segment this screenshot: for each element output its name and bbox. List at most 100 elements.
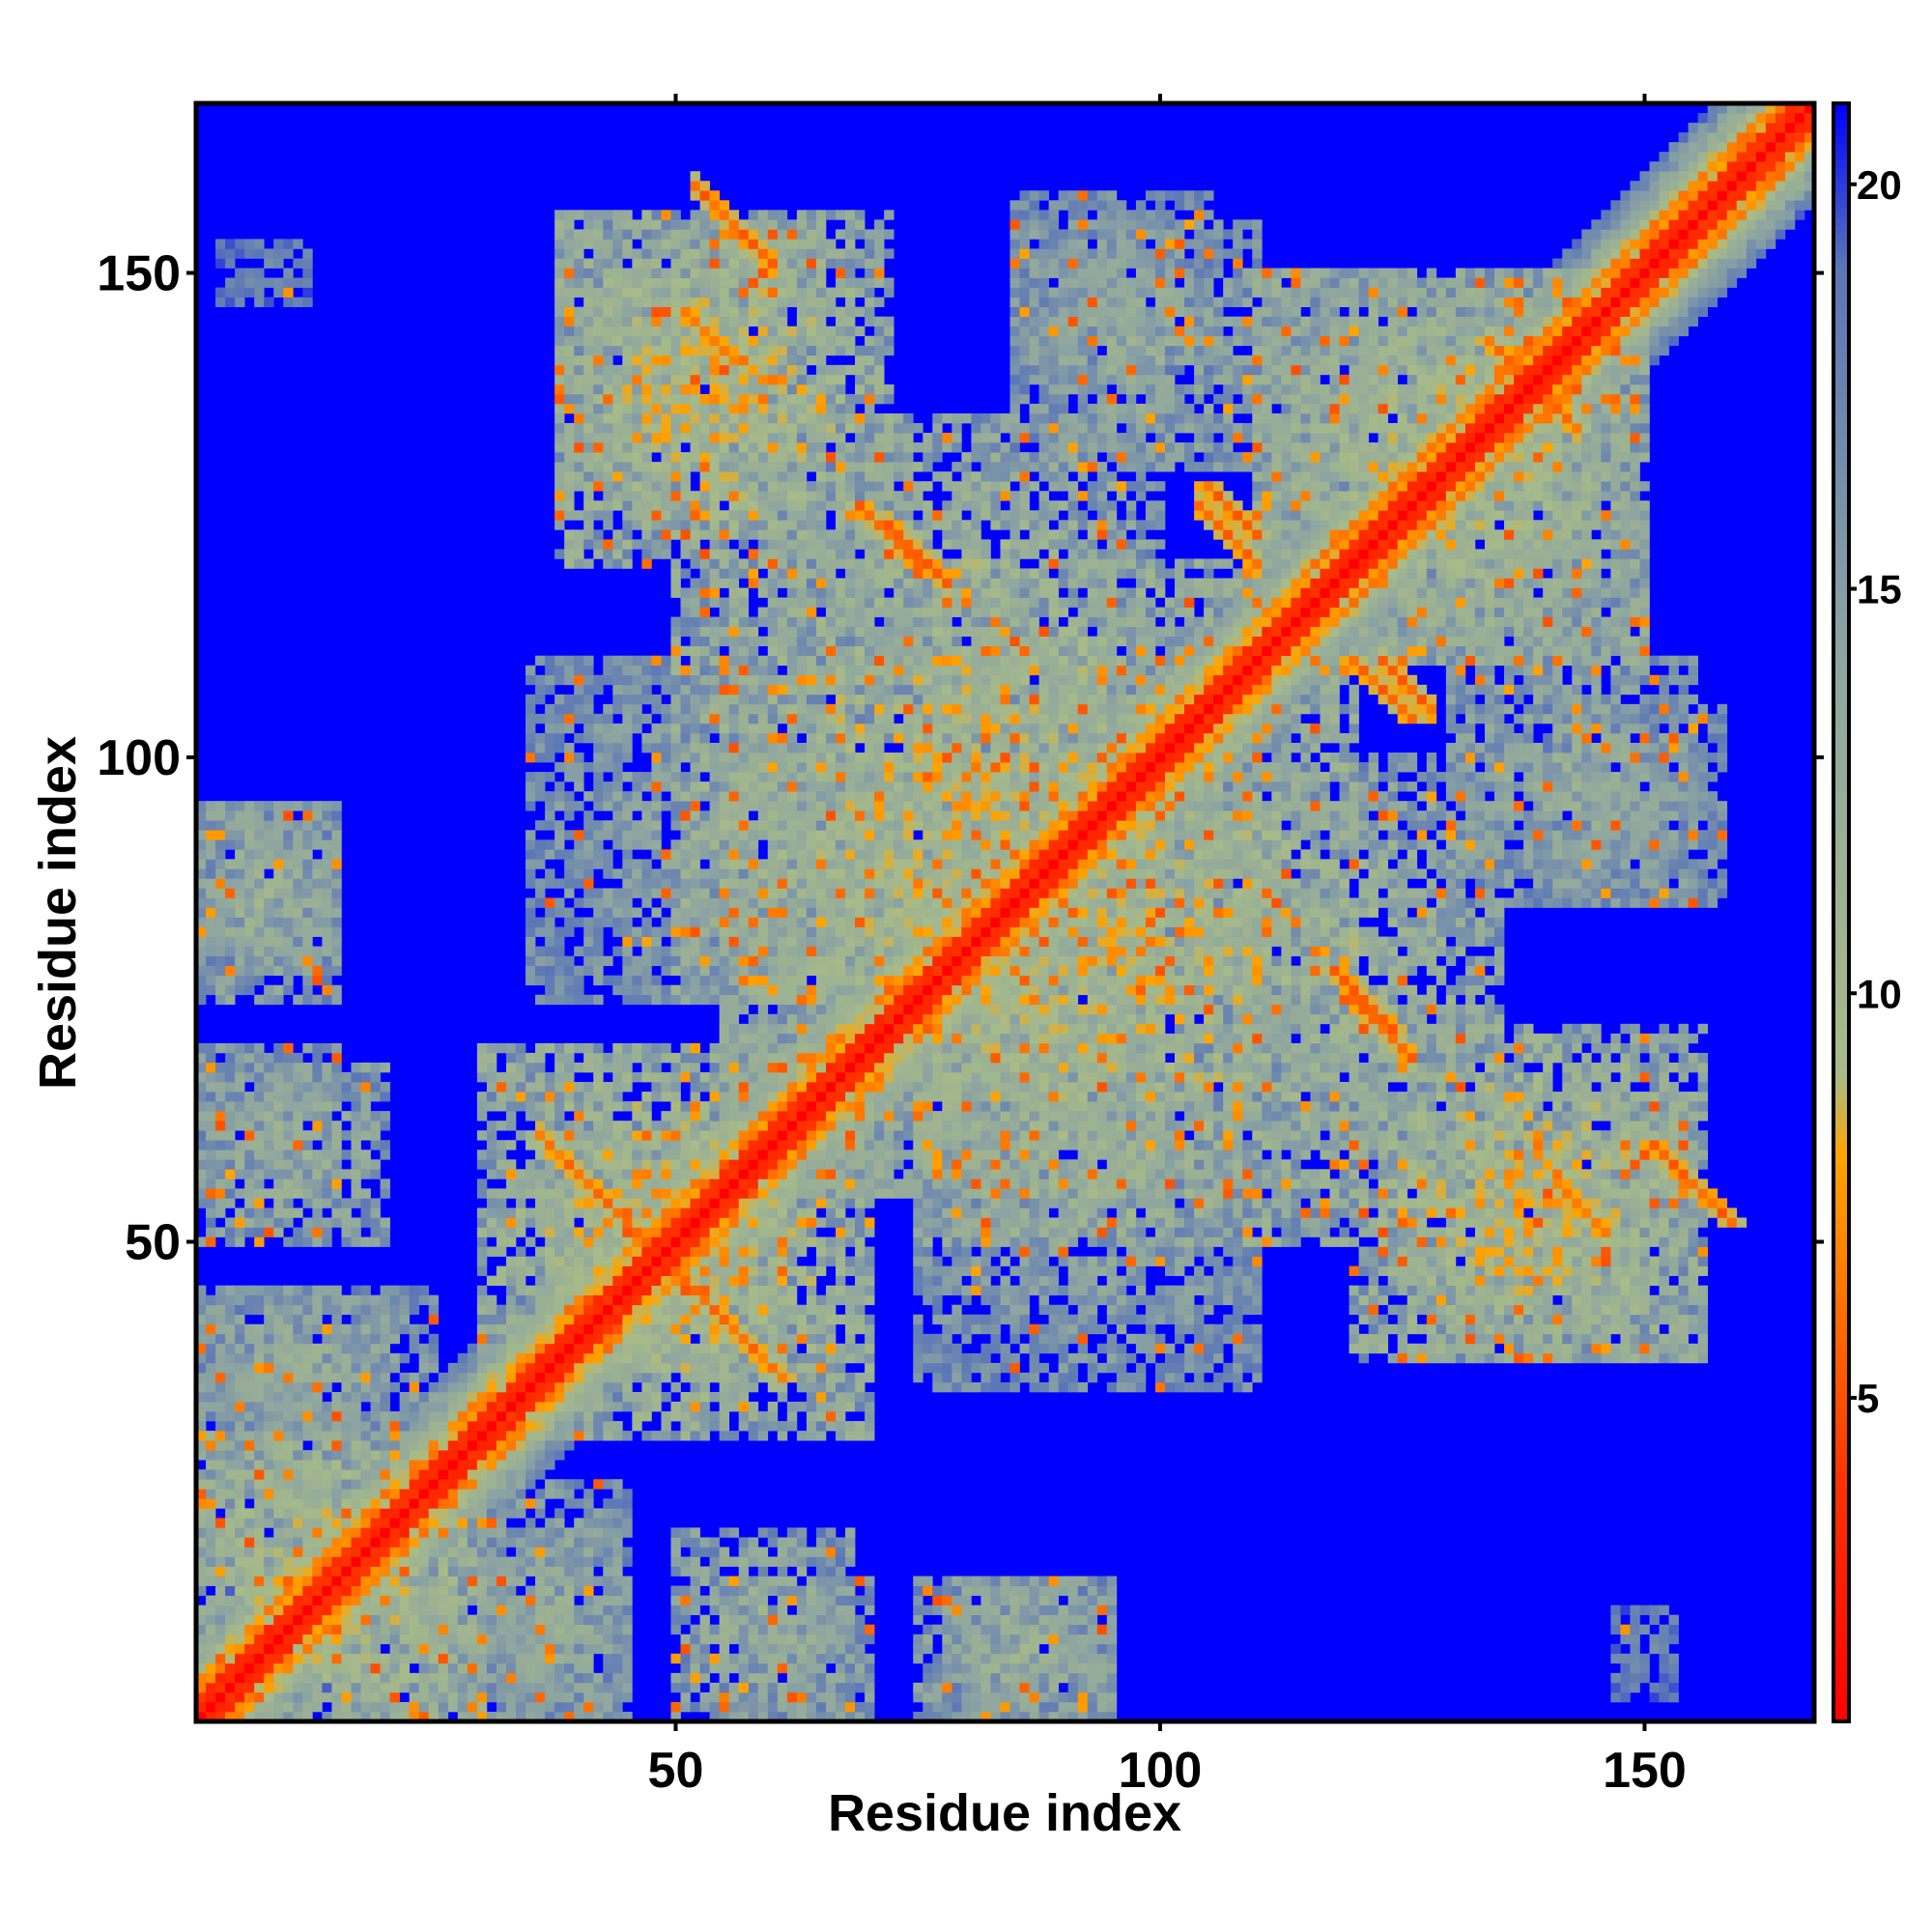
heatmap-cell: [206, 1179, 216, 1189]
heatmap-cell: [273, 888, 284, 898]
heatmap-cell: [670, 674, 681, 686]
heatmap-cell: [554, 1556, 565, 1567]
heatmap-cell: [196, 1285, 207, 1296]
heatmap-cell: [215, 888, 226, 898]
heatmap-cell: [622, 994, 633, 1006]
heatmap-cell: [661, 403, 671, 414]
heatmap-cell: [719, 926, 729, 937]
heatmap-cell: [225, 878, 236, 889]
heatmap-cell: [254, 1595, 265, 1605]
heatmap-cell: [661, 1391, 671, 1403]
heatmap-cell: [593, 239, 604, 249]
heatmap-cell: [206, 1362, 216, 1374]
heatmap-cell: [564, 1285, 575, 1296]
heatmap-cell: [564, 1624, 575, 1635]
heatmap-cell: [254, 297, 265, 307]
heatmap-cell: [622, 1527, 633, 1538]
heatmap-cell: [583, 442, 594, 453]
heatmap-cell: [738, 1381, 750, 1393]
heatmap-cell: [293, 1624, 303, 1635]
heatmap-cell: [535, 1701, 546, 1713]
heatmap-cell: [709, 1547, 720, 1557]
heatmap-cell: [283, 1314, 294, 1325]
heatmap-cell: [574, 975, 584, 986]
heatmap-cell: [670, 1294, 681, 1306]
heatmap-cell: [196, 1121, 207, 1131]
heatmap-cell: [641, 839, 652, 850]
heatmap-cell: [312, 1198, 323, 1208]
heatmap-cell: [535, 1121, 546, 1131]
heatmap-cell: [457, 1518, 469, 1528]
heatmap-cell: [457, 1662, 469, 1674]
heatmap-cell: [632, 723, 642, 734]
heatmap-cell: [719, 306, 729, 318]
heatmap-cell: [728, 791, 740, 802]
heatmap-cell: [641, 297, 652, 307]
heatmap-cell: [244, 1159, 255, 1170]
heatmap-cell: [612, 1285, 623, 1296]
heatmap-cell: [651, 229, 662, 240]
heatmap-cell: [476, 1256, 488, 1266]
heatmap-cell: [680, 907, 691, 918]
heatmap-cell: [622, 907, 633, 918]
heatmap-cell: [273, 1323, 284, 1335]
heatmap-cell: [438, 1691, 449, 1703]
heatmap-cell: [196, 1431, 207, 1441]
heatmap-cell: [612, 984, 623, 996]
heatmap-cell: [360, 1450, 371, 1461]
heatmap-cell: [380, 1227, 390, 1237]
heatmap-cell: [196, 1381, 207, 1393]
heatmap-cell: [583, 1101, 594, 1112]
heatmap-cell: [670, 810, 681, 821]
heatmap-cell: [196, 1440, 207, 1451]
heatmap-cell: [603, 442, 613, 453]
heatmap-cell: [622, 442, 633, 453]
heatmap-cell: [612, 655, 623, 667]
heatmap-cell: [196, 1469, 207, 1480]
heatmap-cell: [622, 665, 633, 676]
heatmap-cell: [612, 1614, 623, 1626]
heatmap-cell: [612, 491, 623, 501]
heatmap-cell: [283, 1372, 294, 1383]
heatmap-cell: [360, 1469, 371, 1480]
heatmap-cell: [699, 888, 710, 898]
heatmap-cell: [254, 946, 265, 956]
heatmap-cell: [622, 364, 633, 376]
heatmap-cell: [302, 1323, 313, 1335]
heatmap-cell: [632, 462, 642, 472]
heatmap-cell: [196, 1479, 207, 1490]
heatmap-cell: [574, 849, 584, 860]
heatmap-cell: [690, 955, 700, 967]
heatmap-cell: [380, 1402, 390, 1412]
heatmap-cell: [399, 1662, 411, 1674]
heatmap-cell: [699, 1431, 710, 1441]
heatmap-cell: [719, 1208, 729, 1218]
heatmap-cell: [206, 830, 216, 840]
heatmap-cell: [651, 946, 662, 956]
heatmap-cell: [351, 1236, 361, 1247]
heatmap-cell: [728, 1343, 740, 1354]
heatmap-cell: [370, 1566, 381, 1577]
heatmap-cell: [535, 1304, 546, 1316]
heatmap-cell: [680, 1556, 691, 1567]
heatmap-cell: [341, 1440, 352, 1451]
heatmap-cell: [476, 1150, 488, 1160]
heatmap-cell: [699, 1246, 710, 1257]
heatmap-cell: [215, 1662, 226, 1674]
heatmap-cell: [622, 1489, 633, 1499]
heatmap-cell: [225, 1489, 236, 1499]
heatmap-cell: [564, 1498, 575, 1509]
heatmap-cell: [515, 1042, 526, 1054]
heatmap-cell: [505, 1062, 517, 1073]
heatmap-cell: [341, 1391, 352, 1403]
heatmap-cell: [670, 1111, 681, 1122]
heatmap-cell: [680, 539, 691, 550]
heatmap-cell: [690, 1092, 700, 1102]
heatmap-cell: [651, 1246, 662, 1257]
heatmap-cell: [651, 364, 662, 376]
heatmap-cell: [351, 1595, 361, 1605]
heatmap-cell: [515, 1634, 526, 1645]
heatmap-cell: [418, 1352, 430, 1364]
heatmap-cell: [719, 258, 729, 269]
heatmap-cell: [641, 1198, 652, 1208]
